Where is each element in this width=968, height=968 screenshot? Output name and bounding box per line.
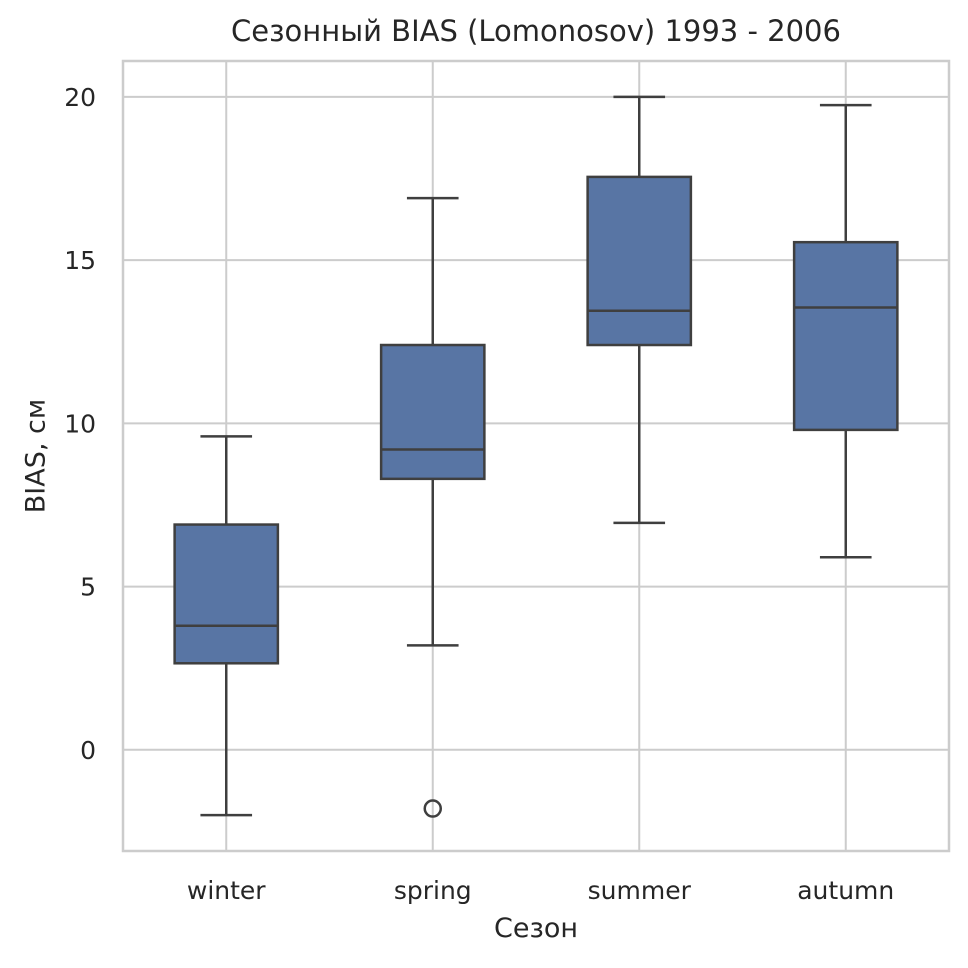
x-tick-label: autumn — [797, 876, 894, 905]
y-tick-label: 20 — [64, 83, 96, 112]
y-tick-label: 0 — [80, 736, 96, 765]
outlier-point — [423, 799, 442, 818]
box-winter — [173, 523, 280, 665]
x-tick-label: winter — [187, 876, 266, 905]
y-tick-label: 10 — [64, 409, 96, 438]
x-tick-label: summer — [588, 876, 692, 905]
x-axis-label: Сезон — [494, 913, 578, 944]
box-autumn — [792, 240, 899, 432]
y-tick-label: 15 — [64, 246, 96, 275]
chart-title: Сезонный BIAS (Lomonosov) 1993 - 2006 — [231, 14, 841, 48]
box-summer — [586, 175, 693, 347]
y-tick-label: 5 — [80, 573, 96, 602]
x-tick-label: spring — [394, 876, 472, 905]
box-spring — [379, 343, 486, 481]
y-axis-label: BIAS, см — [20, 398, 52, 514]
plot-frame — [121, 59, 951, 853]
